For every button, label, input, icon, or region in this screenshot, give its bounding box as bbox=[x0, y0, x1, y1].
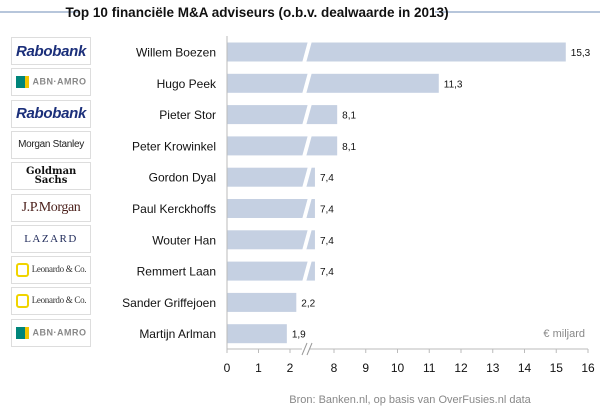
bar bbox=[227, 105, 338, 125]
axis-break-mark bbox=[302, 197, 312, 220]
firm-logo: J.P.Morgan bbox=[11, 193, 91, 222]
axis-break-mark bbox=[302, 103, 312, 126]
data-label: 1,9 bbox=[292, 330, 306, 341]
data-label: 7,4 bbox=[320, 267, 334, 278]
data-label: 7,4 bbox=[320, 205, 334, 216]
x-tick-label: 9 bbox=[362, 361, 369, 375]
firm-name: Leonardo & Co. bbox=[31, 295, 87, 306]
bar bbox=[227, 167, 315, 187]
category-label: Gordon Dyal bbox=[149, 171, 216, 185]
axis-break-mark bbox=[302, 72, 312, 95]
x-tick-label: 8 bbox=[331, 361, 338, 375]
category-label: Willem Boezen bbox=[136, 46, 216, 60]
axis-break-mark bbox=[306, 342, 313, 356]
firm-name: Goldman Sachs bbox=[26, 166, 77, 187]
chart-title: Top 10 financiële M&A adviseurs (o.b.v. … bbox=[65, 5, 448, 20]
x-tick-label: 15 bbox=[550, 361, 564, 375]
data-label: 15,3 bbox=[571, 48, 591, 59]
firm-name: LAZARD bbox=[24, 232, 78, 245]
x-tick-label: 13 bbox=[486, 361, 500, 375]
logo-mark-icon bbox=[15, 326, 29, 339]
data-label: 7,4 bbox=[320, 173, 334, 184]
axis-break-mark bbox=[302, 260, 312, 283]
bar bbox=[227, 230, 315, 250]
bar bbox=[227, 199, 315, 218]
firm-logo: Rabobank bbox=[11, 99, 91, 128]
firm-logo: Leonardo & Co. bbox=[11, 287, 91, 316]
bar bbox=[227, 42, 566, 62]
firm-name: J.P.Morgan bbox=[21, 199, 81, 215]
x-tick-label: 16 bbox=[581, 361, 595, 375]
category-label: Pieter Stor bbox=[159, 108, 216, 122]
x-tick-label: 0 bbox=[224, 361, 231, 375]
bar bbox=[227, 136, 338, 156]
firm-logo: ABN·AMRO bbox=[11, 68, 91, 97]
source-note: Bron: Banken.nl, op basis van OverFusies… bbox=[289, 394, 531, 406]
firm-name: Morgan Stanley bbox=[18, 139, 84, 151]
firm-logo: Morgan Stanley bbox=[11, 130, 91, 159]
category-label: Remmert Laan bbox=[137, 265, 216, 279]
firm-logo: Leonardo & Co. bbox=[11, 256, 91, 285]
axis-break-mark bbox=[301, 342, 308, 356]
firm-logo: ABN·AMRO bbox=[11, 318, 91, 347]
unit-label: € miljard bbox=[543, 328, 585, 340]
x-tick-label: 1 bbox=[255, 361, 262, 375]
category-label: Martijn Arlman bbox=[139, 327, 216, 341]
firm-logo: LAZARD bbox=[11, 224, 91, 253]
x-tick-label: 12 bbox=[454, 361, 468, 375]
logo-mark-icon bbox=[15, 76, 29, 89]
category-label: Wouter Han bbox=[152, 233, 216, 247]
axis-break-mark bbox=[302, 228, 312, 251]
data-label: 8,1 bbox=[342, 142, 356, 153]
firm-name: Rabobank bbox=[15, 105, 87, 123]
axis-break-mark bbox=[302, 134, 312, 157]
firm-name: Leonardo & Co. bbox=[31, 264, 87, 275]
firm-name: Rabobank bbox=[15, 42, 87, 60]
category-label: Paul Kerckhoffs bbox=[132, 202, 216, 216]
data-label: 7,4 bbox=[320, 236, 334, 247]
bar bbox=[227, 261, 315, 281]
category-label: Peter Krowinkel bbox=[132, 139, 216, 153]
firm-logo: Rabobank bbox=[11, 37, 91, 65]
x-tick-label: 2 bbox=[287, 361, 294, 375]
data-label: 2,2 bbox=[301, 298, 315, 309]
data-label: 11,3 bbox=[444, 79, 463, 90]
axis-break-mark bbox=[302, 41, 312, 63]
firm-logo: Goldman Sachs bbox=[11, 162, 91, 191]
firm-name: ABN·AMRO bbox=[32, 76, 87, 87]
firm-name: ABN·AMRO bbox=[32, 327, 87, 338]
bar bbox=[227, 73, 439, 93]
logo-mark-icon bbox=[15, 294, 29, 309]
logo-mark-icon bbox=[15, 263, 29, 278]
category-label: Hugo Peek bbox=[157, 77, 217, 91]
bar bbox=[227, 292, 297, 312]
bar bbox=[227, 324, 287, 344]
category-label: Sander Griffejoen bbox=[122, 296, 216, 310]
data-label: 8,1 bbox=[342, 111, 356, 122]
x-tick-label: 10 bbox=[391, 361, 405, 375]
x-tick-label: 14 bbox=[518, 361, 532, 375]
x-tick-label: 11 bbox=[423, 361, 436, 375]
axis-break-mark bbox=[302, 166, 312, 189]
